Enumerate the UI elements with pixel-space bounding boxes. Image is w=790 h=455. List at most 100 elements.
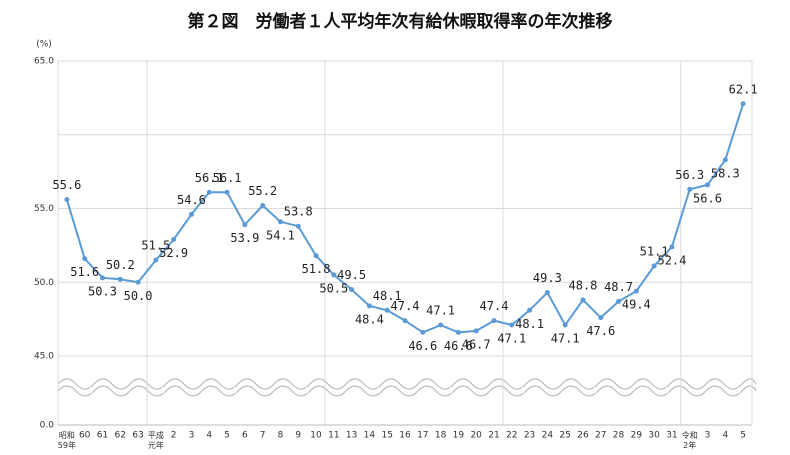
x-tick-label: 4 — [722, 431, 728, 441]
data-label: 58.3 — [711, 166, 740, 180]
x-tick-label: 4 — [206, 431, 212, 441]
data-label: 48.4 — [355, 312, 384, 326]
data-label: 50.0 — [124, 289, 153, 303]
x-tick-label: 19 — [453, 431, 465, 441]
point — [206, 189, 212, 195]
point — [651, 263, 657, 269]
data-label: 52.4 — [657, 253, 686, 267]
x-tick-label: 11 — [328, 431, 339, 441]
data-label: 55.6 — [52, 178, 81, 192]
point — [384, 307, 390, 313]
data-label: 48.7 — [604, 280, 633, 294]
x-tick-label: 18 — [435, 431, 447, 441]
data-label: 53.8 — [284, 205, 313, 219]
x-tick-label: 28 — [613, 431, 625, 441]
axis-break — [57, 372, 757, 400]
point — [313, 253, 319, 259]
data-label: 49.4 — [622, 298, 651, 312]
point — [616, 298, 622, 304]
data-label: 48.1 — [515, 317, 544, 331]
point — [633, 288, 639, 294]
point — [188, 211, 194, 217]
data-label: 56.6 — [693, 191, 722, 205]
x-tick-label: 16 — [399, 431, 411, 441]
x-tick-label: 3 — [189, 431, 195, 441]
y-tick-label: 45.0 — [34, 352, 54, 362]
point — [349, 287, 355, 293]
data-label: 49.5 — [337, 268, 366, 282]
point — [135, 279, 141, 285]
x-tick-label: 13 — [346, 431, 357, 441]
point — [224, 189, 230, 195]
x-tick-label: 63 — [132, 431, 143, 441]
data-label: 50.5 — [319, 281, 348, 295]
x-tick-label: 23 — [524, 431, 535, 441]
data-label: 47.4 — [480, 299, 509, 313]
x-tick-label: 10 — [310, 431, 322, 441]
data-label: 54.1 — [266, 228, 295, 242]
data-label: 46.6 — [408, 339, 437, 353]
point — [260, 203, 266, 209]
y-tick-label: 65.0 — [34, 57, 54, 67]
data-label: 47.4 — [391, 299, 420, 313]
x-tick-label: 27 — [595, 431, 606, 441]
point — [509, 322, 515, 328]
x-tick-label: 7 — [260, 431, 266, 441]
x-tick-label: 31 — [666, 431, 677, 441]
point — [722, 157, 728, 163]
y-tick-label: 55.0 — [34, 204, 54, 214]
point — [331, 272, 337, 278]
point — [402, 318, 408, 324]
x-tick-label: 2 — [171, 431, 177, 441]
data-label: 48.8 — [568, 278, 597, 292]
x-tick-label: 61 — [97, 431, 108, 441]
point — [64, 197, 70, 203]
x-tick-label: 21 — [488, 431, 499, 441]
point — [473, 328, 479, 334]
x-tick-label: 60 — [79, 431, 91, 441]
point — [491, 318, 497, 324]
data-label: 51.5 — [141, 239, 170, 253]
point — [527, 307, 533, 313]
data-label: 53.9 — [230, 231, 259, 245]
data-label: 51.1 — [640, 245, 669, 259]
x-tick-label: 平成元年 — [148, 430, 164, 450]
data-label: 47.1 — [426, 304, 455, 318]
data-label: 51.6 — [70, 265, 99, 279]
point — [153, 257, 159, 263]
chart-title: 第２図 労働者１人平均年次有給休暇取得率の年次推移 — [188, 11, 613, 32]
x-tick-label: 14 — [364, 431, 376, 441]
x-tick-label: 5 — [740, 431, 746, 441]
point — [295, 223, 301, 229]
data-label: 47.6 — [586, 324, 615, 338]
y-tick-label: 0.0 — [40, 421, 55, 431]
point — [99, 275, 105, 281]
point — [598, 315, 604, 321]
data-label: 46.6 — [444, 339, 473, 353]
data-label: 46.7 — [462, 337, 491, 351]
data-label: 47.1 — [551, 332, 580, 346]
x-tick-label: 29 — [631, 431, 643, 441]
data-label: 55.2 — [248, 184, 277, 198]
point — [580, 297, 586, 303]
point — [366, 303, 372, 309]
x-tick-label: 9 — [295, 431, 301, 441]
data-label: 54.6 — [177, 193, 206, 207]
data-label: 49.3 — [533, 271, 562, 285]
data-label: 56.1 — [213, 171, 242, 185]
data-label: 50.3 — [88, 284, 117, 298]
x-tick-label: 3 — [705, 431, 711, 441]
x-tick-label: 令和 2年 — [682, 430, 698, 450]
x-tick-label: 昭和 59年 — [58, 431, 76, 450]
y-unit: (%) — [36, 40, 52, 50]
point — [705, 182, 711, 188]
point — [277, 219, 283, 225]
x-tick-label: 6 — [242, 431, 248, 441]
data-label: 47.1 — [497, 332, 526, 346]
data-label: 52.9 — [159, 246, 188, 260]
point — [242, 222, 248, 228]
point — [544, 290, 550, 296]
point — [740, 101, 746, 107]
data-label: 51.8 — [302, 262, 331, 276]
